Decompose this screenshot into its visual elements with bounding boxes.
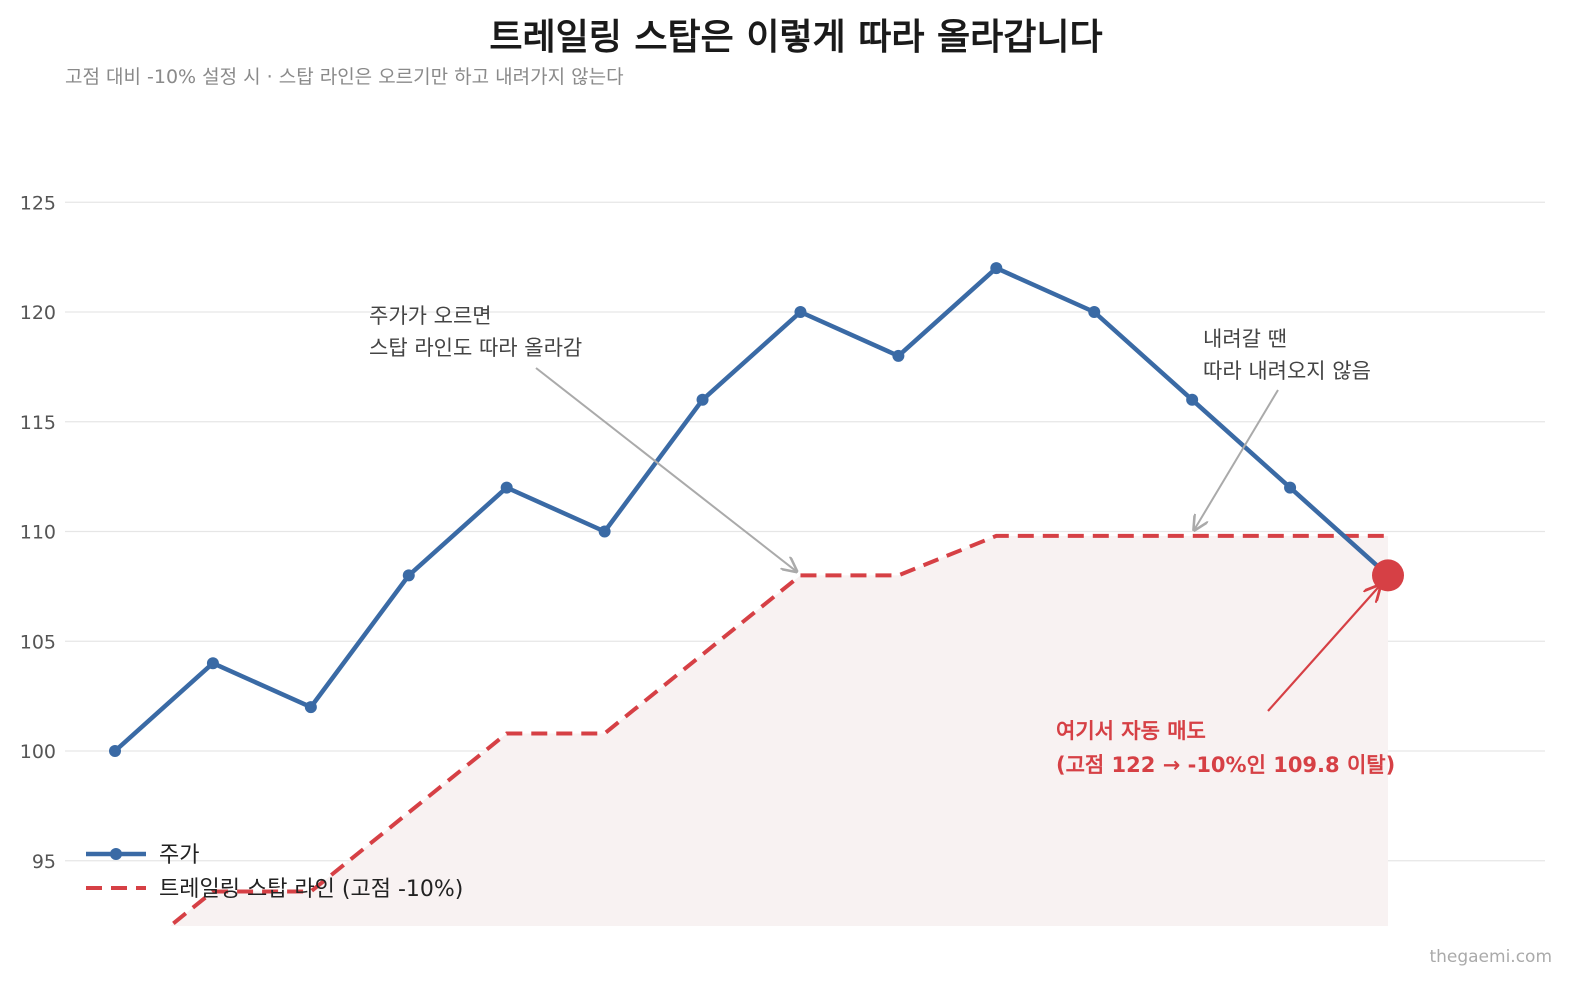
price-point [990,262,1003,275]
sell-point-marker [1372,559,1404,592]
chart-subtitle: 고점 대비 -10% 설정 시 · 스탑 라인은 오르기만 하고 내려가지 않는… [65,66,624,88]
sell-annotation-line: 여기서 자동 매도 [1056,719,1206,743]
price-point [1088,306,1101,318]
annotation-line: 스탑 라인도 따라 올라감 [369,336,582,360]
legend-price-marker [110,848,122,860]
y-tick-label: 125 [20,192,56,214]
legend-box [74,830,524,920]
price-point [304,701,317,714]
y-tick-label: 120 [20,302,56,324]
y-tick-label: 100 [20,741,56,763]
price-line [113,265,1390,753]
y-axis: 95 100 105 110 115 120 125 [20,192,56,873]
sell-annotation-text: 여기서 자동 매도 (고점 122 → -10%인 109.8 이탈) [1056,719,1395,777]
annotation-arrow [535,367,796,571]
chart-title: 트레일링 스탑은 이렇게 따라 올라갑니다 [489,17,1103,58]
price-point [794,306,807,318]
trailing-stop-line [166,533,1388,926]
annotation-line: 따라 내려오지 않음 [1203,359,1371,383]
site-credit: thegaemi.com [1429,947,1552,967]
annotation-line: 주가가 오르면 [369,304,492,328]
annotation-line: 내려갈 땐 [1203,327,1287,351]
price-point [500,481,513,494]
price-point [1186,393,1199,406]
annotation-arrow [1194,389,1279,530]
legend-stop-label: 트레일링 스탑 라인 (고점 -10%) [159,877,463,902]
y-tick-label: 95 [32,851,56,873]
stop-area-fill [115,535,1388,926]
price-point [696,393,709,406]
price-point [1284,481,1297,494]
price-point [892,349,905,362]
price-point [206,657,219,670]
legend-price-label: 주가 [159,843,199,868]
sell-annotation-line: (고점 122 → -10%인 109.8 이탈) [1056,753,1395,777]
price-point [598,525,611,538]
y-tick-label: 105 [20,631,56,653]
sell-arrow [1267,585,1380,712]
y-tick-label: 115 [20,412,56,434]
price-point [402,569,415,582]
price-point [109,745,121,757]
y-tick-label: 110 [20,522,56,544]
